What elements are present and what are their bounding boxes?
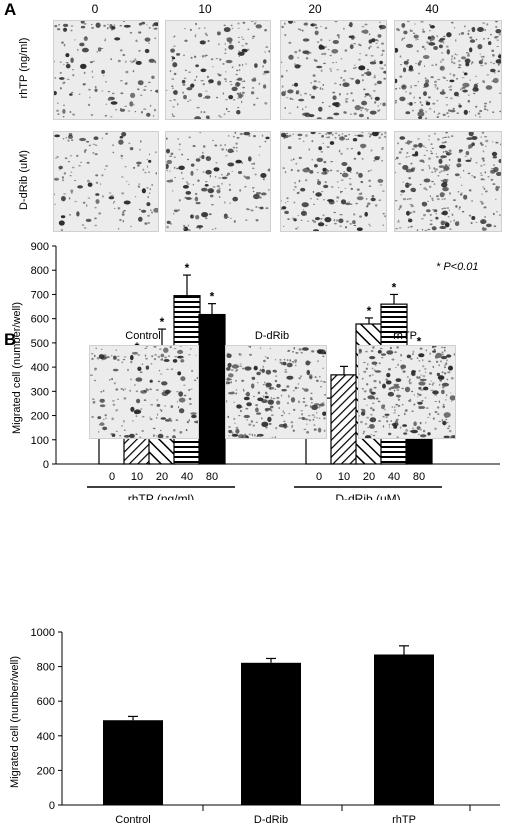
caption-ddrib: D-dRib: [254, 330, 290, 342]
chart-a-category-label: 20: [363, 471, 375, 483]
micrograph-rhtp-10: [165, 20, 271, 120]
chart-a-ytick-label: 100: [31, 435, 49, 447]
chart-b-category-label: Control: [115, 814, 150, 826]
row-label-rhtp: rhTP (ng/ml): [18, 37, 30, 99]
concentration-label-2: 20: [308, 2, 322, 16]
concentration-label-0: 0: [91, 2, 99, 16]
chart-b: Migrated cell (number/well) 0 200 400 600 80…: [9, 627, 500, 826]
chart-a-significance-star: *: [160, 315, 165, 329]
concentration-label-3: 40: [425, 2, 439, 16]
chart-a-significance-star: *: [210, 290, 215, 304]
chart-a-ytick-label: 200: [31, 411, 49, 423]
chart-a-bar: [330, 374, 358, 465]
chart-b-ytick-label: 1000: [31, 627, 55, 639]
panel-a-letter: A: [4, 0, 17, 19]
chart-a-category-label: 20: [156, 471, 168, 483]
caption-rhtp: rhTP: [393, 330, 417, 342]
chart-b-category-label: D-dRib: [254, 814, 288, 826]
chart-a-category-label: 80: [206, 471, 218, 483]
chart-a-category-label: 40: [181, 471, 193, 483]
chart-a-group-label: rhTP (ng/ml): [128, 492, 194, 500]
concentration-label-1: 10: [198, 2, 212, 16]
micrograph-ddrib-10: [165, 131, 271, 232]
chart-a-significance-star: *: [392, 280, 397, 294]
chart-a-category-label: 40: [388, 471, 400, 483]
micrograph-ddrib: [225, 345, 327, 439]
chart-a-category-label: 10: [338, 471, 350, 483]
micrograph-ddrib-0: [53, 131, 159, 232]
chart-a-category-label: 0: [316, 471, 322, 483]
micrograph-rhtp-40: [394, 20, 502, 120]
chart-a-group-label: D-dRib (uM): [335, 492, 400, 500]
chart-b-ytick-label: 0: [49, 800, 55, 812]
chart-a-category-label: 10: [131, 471, 143, 483]
micrograph-rhtp: [358, 345, 456, 439]
chart-b-ytick-label: 600: [37, 696, 55, 708]
chart-b-ytick-label: 800: [37, 662, 55, 674]
chart-b-ytick-label: 400: [37, 731, 55, 743]
micrograph-ddrib-20: [280, 131, 387, 232]
chart-a-ytick-label: 400: [31, 362, 49, 374]
micrograph-ddrib-40: [394, 131, 502, 232]
chart-a-ytick-label: 600: [31, 314, 49, 326]
micrograph-rhtp-20: [280, 20, 387, 120]
chart-a-ytick-label: 0: [43, 459, 49, 471]
row-label-ddrib: D-dRib (uM): [18, 150, 30, 210]
chart-a-ytick-label: 900: [31, 241, 49, 253]
chart-b-ylabel: Migrated cell (number/well): [9, 656, 21, 788]
chart-a-category-label: 80: [413, 471, 425, 483]
chart-a-ylabel: Migrated cell (number/well): [11, 302, 23, 434]
chart-b-bar: [241, 662, 301, 805]
chart-b-category-label: rhTP: [392, 814, 416, 826]
micrograph-control: [89, 345, 199, 439]
chart-a-ytick-label: 700: [31, 289, 49, 301]
chart-b-ytick-label: 200: [37, 765, 55, 777]
chart-a-ytick-label: 300: [31, 386, 49, 398]
chart-b-bar: [103, 720, 163, 805]
chart-a-significance-star: *: [185, 261, 190, 275]
panel-b-letter: B: [4, 330, 17, 349]
annotation-p-value: * P<0.01: [436, 261, 479, 273]
chart-a-category-label: 0: [109, 471, 115, 483]
chart-a-ytick-label: 500: [31, 338, 49, 350]
chart-a-significance-star: *: [417, 334, 422, 348]
micrograph-rhtp-0: [53, 20, 159, 120]
chart-a-ytick-label: 800: [31, 265, 49, 277]
chart-b-bar: [374, 654, 434, 805]
caption-control: Control: [125, 330, 161, 342]
chart-a-significance-star: *: [367, 304, 372, 318]
